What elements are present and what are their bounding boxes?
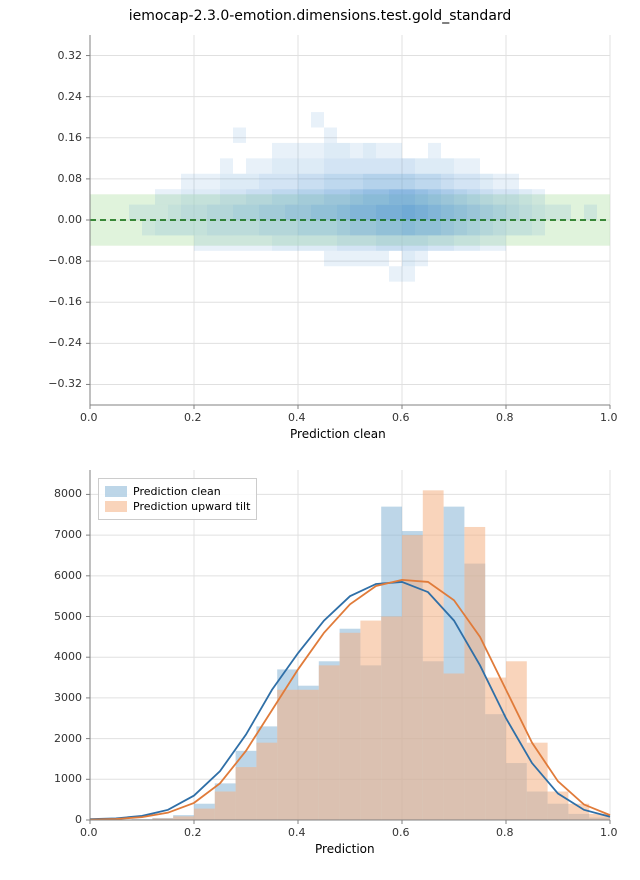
tick-label: 0 <box>75 813 82 826</box>
tick-label: 1.0 <box>600 826 618 839</box>
legend: Prediction clean Prediction upward tilt <box>98 478 257 520</box>
tick-label: 1.0 <box>600 411 618 424</box>
tick-label: 5000 <box>54 610 82 623</box>
legend-row-clean: Prediction clean <box>105 485 250 498</box>
tick-label: −0.08 <box>48 254 82 267</box>
histogram-plot <box>90 470 610 820</box>
tick-label: 0.6 <box>392 826 410 839</box>
tick-label: 2000 <box>54 732 82 745</box>
legend-swatch-tilt <box>105 501 127 512</box>
tick-label: 0.00 <box>58 213 83 226</box>
tick-label: 0.8 <box>496 411 514 424</box>
legend-swatch-clean <box>105 486 127 497</box>
tick-label: 4000 <box>54 650 82 663</box>
tick-label: 0.6 <box>392 411 410 424</box>
tick-label: 6000 <box>54 569 82 582</box>
tick-label: −0.16 <box>48 295 82 308</box>
tick-label: 0.0 <box>80 826 98 839</box>
tick-label: 0.24 <box>58 90 83 103</box>
tick-label: 7000 <box>54 528 82 541</box>
scatter-density-plot <box>90 35 610 405</box>
tick-label: −0.32 <box>48 377 82 390</box>
tick-label: 0.08 <box>58 172 83 185</box>
tick-label: 3000 <box>54 691 82 704</box>
tick-label: 1000 <box>54 772 82 785</box>
bottom-xlabel: Prediction <box>315 842 375 856</box>
tick-label: 0.2 <box>184 826 202 839</box>
legend-row-tilt: Prediction upward tilt <box>105 500 250 513</box>
tick-label: 0.4 <box>288 826 306 839</box>
tick-label: 8000 <box>54 487 82 500</box>
figure: iemocap-2.3.0-emotion.dimensions.test.go… <box>0 0 640 880</box>
legend-label-clean: Prediction clean <box>133 485 221 498</box>
top-xlabel: Prediction clean <box>290 427 386 441</box>
tick-label: 0.32 <box>58 49 83 62</box>
page-title: iemocap-2.3.0-emotion.dimensions.test.go… <box>0 8 640 24</box>
tick-label: −0.24 <box>48 336 82 349</box>
tick-label: 0.8 <box>496 826 514 839</box>
tick-label: 0.4 <box>288 411 306 424</box>
legend-label-tilt: Prediction upward tilt <box>133 500 250 513</box>
tick-label: 0.16 <box>58 131 83 144</box>
tick-label: 0.2 <box>184 411 202 424</box>
tick-label: 0.0 <box>80 411 98 424</box>
